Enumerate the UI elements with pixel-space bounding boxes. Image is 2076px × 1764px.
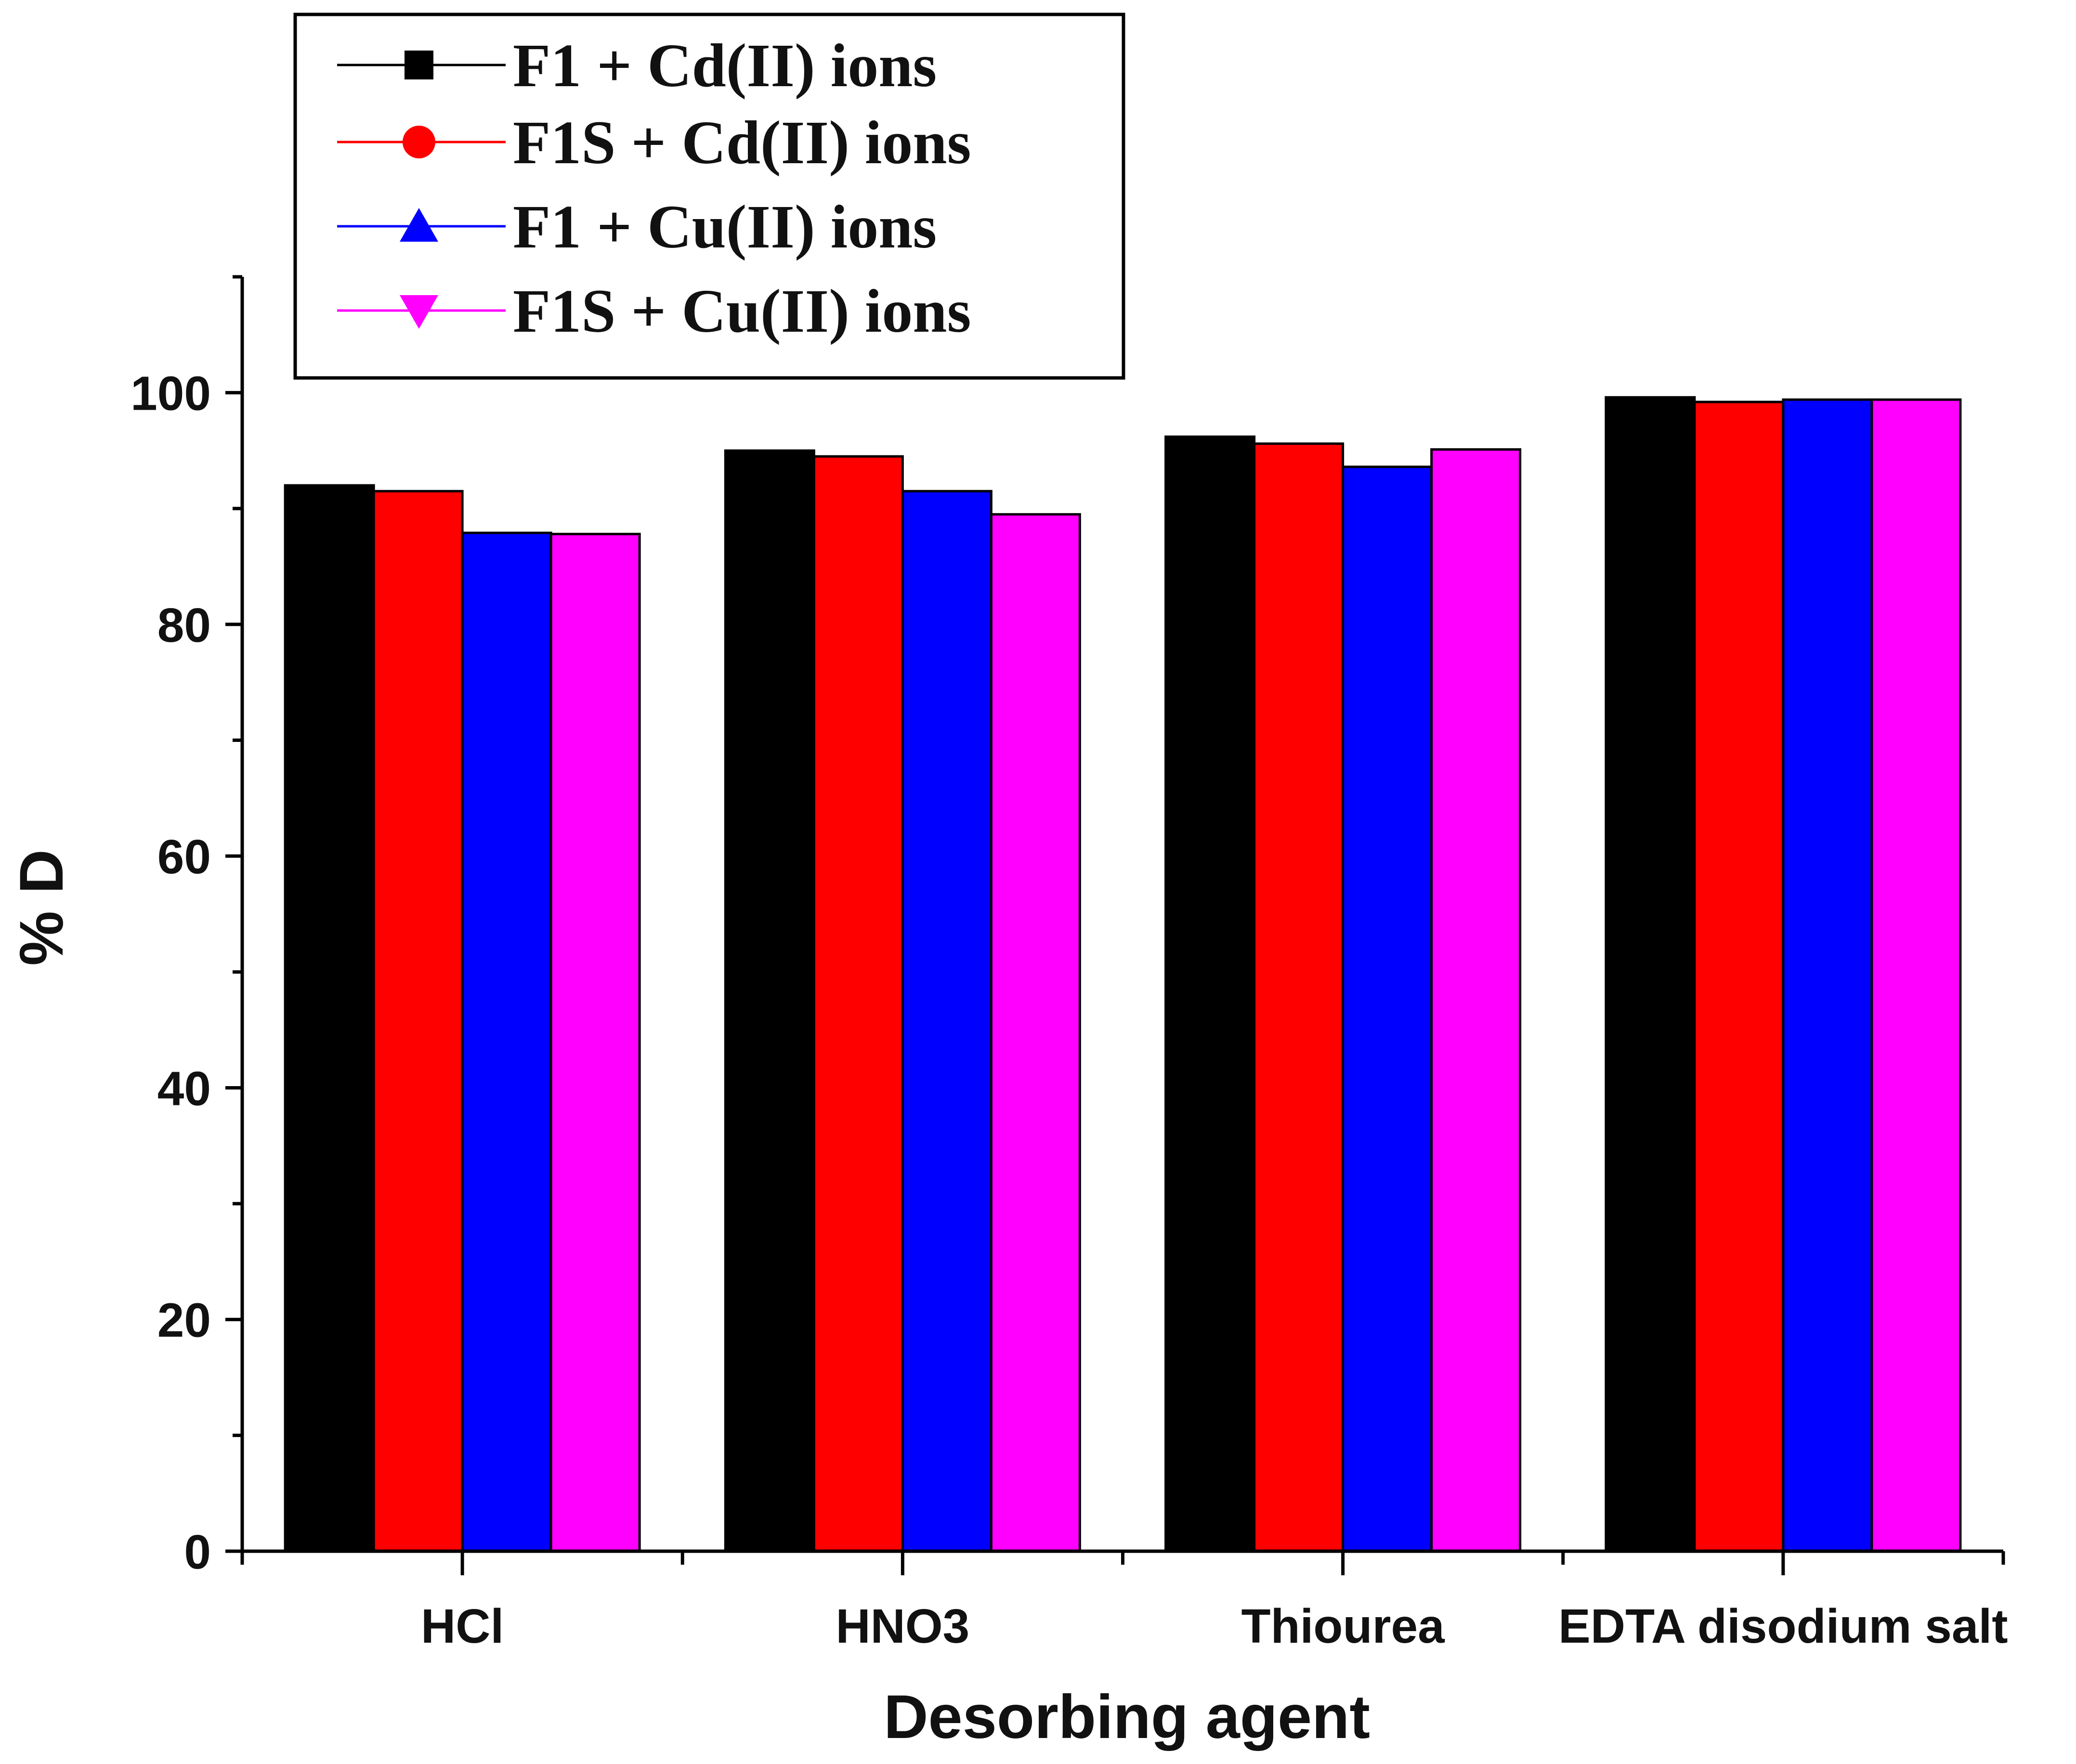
bar — [812, 455, 904, 1553]
legend-label: F1 + Cd(II) ions — [513, 31, 937, 100]
bar — [284, 484, 375, 1553]
y-tick-label: 80 — [157, 598, 211, 652]
bar — [1605, 396, 1696, 1553]
bar — [990, 513, 1081, 1553]
bar — [549, 532, 641, 1553]
legend-label: F1 + Cu(II) ions — [513, 193, 937, 261]
bar — [1342, 466, 1433, 1553]
legend-marker-triangle-down — [400, 295, 438, 329]
legend-marker-square — [405, 51, 433, 79]
bar — [1430, 448, 1522, 1553]
y-ticks-group: 0 20 40 60 80 100 — [131, 275, 242, 1579]
y-tick-label: 0 — [184, 1525, 211, 1579]
y-tick-label: 20 — [157, 1294, 211, 1348]
x-tick-label: Thiourea — [1241, 1599, 1445, 1653]
legend-marker-circle — [403, 126, 435, 158]
legend-label: F1S + Cu(II) ions — [513, 277, 971, 345]
y-axis-title: % D — [7, 849, 76, 966]
x-tick-label: HNO3 — [836, 1599, 969, 1653]
bar — [1253, 442, 1345, 1553]
bars-group — [284, 396, 1962, 1553]
bar — [1693, 401, 1785, 1553]
bar — [1164, 435, 1256, 1553]
bar — [724, 449, 815, 1553]
bar — [901, 490, 992, 1553]
x-axis-title: Desorbing agent — [884, 1683, 1370, 1751]
y-tick-label: 40 — [157, 1062, 211, 1115]
x-ticks-group: HCl HNO3 Thiourea EDTA disodium salt — [240, 1551, 2008, 1653]
bar — [1870, 398, 1962, 1553]
legend-label: F1S + Cd(II) ions — [513, 108, 971, 177]
legend: F1 + Cd(II) ions F1S + Cd(II) ions F1 + Cu… — [293, 13, 1125, 380]
bar — [1782, 398, 1873, 1553]
bar — [372, 490, 464, 1553]
x-tick-label: HCl — [421, 1599, 504, 1653]
x-tick-label: EDTA disodium salt — [1558, 1599, 2008, 1653]
bar — [461, 532, 552, 1553]
y-tick-label: 100 — [131, 367, 211, 421]
y-tick-label: 60 — [157, 830, 211, 884]
legend-marker-triangle-up — [400, 208, 438, 242]
